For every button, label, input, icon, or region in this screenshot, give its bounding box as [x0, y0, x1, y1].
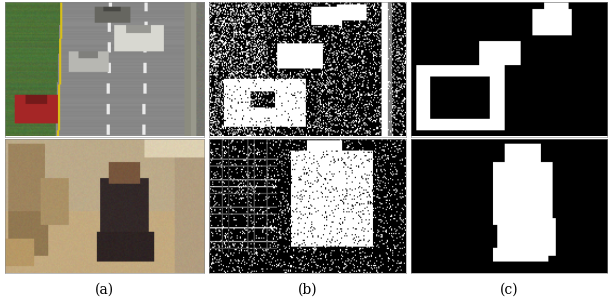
- Text: (b): (b): [298, 283, 317, 297]
- Text: (a): (a): [95, 283, 114, 297]
- Text: (c): (c): [500, 283, 518, 297]
